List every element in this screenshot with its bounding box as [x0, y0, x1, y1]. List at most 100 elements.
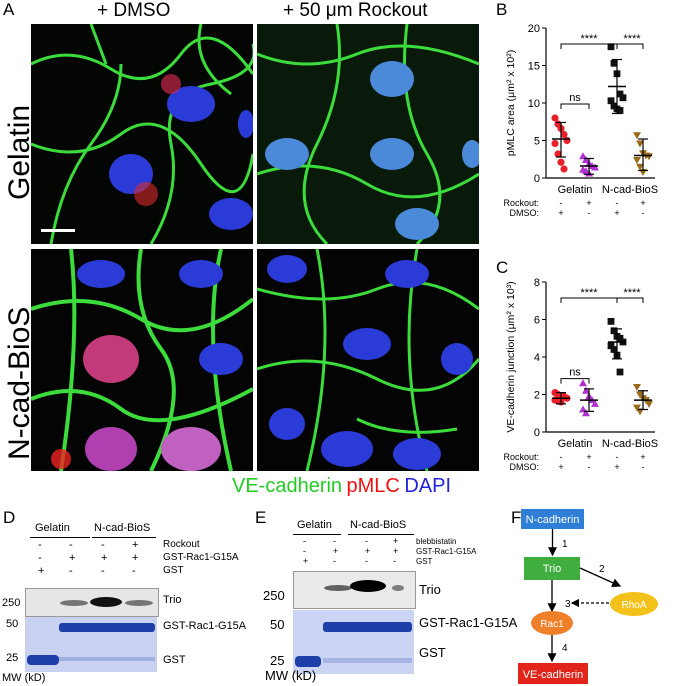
- e-header-gelatin: Gelatin: [297, 519, 332, 531]
- d-row-label-gst-rac: GST-Rac1-G15A: [163, 552, 239, 563]
- e-sign: -: [303, 546, 306, 556]
- d-sign: -: [38, 539, 42, 551]
- arrow-2: [579, 567, 622, 587]
- data-point: [579, 405, 587, 413]
- node-rac1-label: Rac1: [540, 619, 564, 630]
- e-row-label-bleb: blebbistatin: [416, 537, 457, 546]
- legend-ve-cadherin: VE-cadherin: [232, 475, 343, 497]
- e-row-label-gst: GST: [416, 557, 433, 566]
- e-sign: -: [365, 556, 368, 566]
- data-point: [579, 379, 587, 387]
- y-axis-label: VE-cadherin junction (μm² x 10³): [505, 281, 517, 432]
- e-blot-trio: [293, 571, 416, 609]
- node-ncadherin: [521, 509, 584, 529]
- y-tick-label: 0: [534, 427, 540, 439]
- e-band-gst: GST: [419, 645, 446, 660]
- e-mw-25: 25: [270, 653, 285, 668]
- data-point: [560, 130, 568, 139]
- data-point: [557, 158, 565, 166]
- data-point: [636, 140, 644, 148]
- y-tick-label: 2: [534, 390, 540, 402]
- rockout-sign: -: [560, 452, 563, 462]
- micrograph-gelatin-dmso-image: [31, 24, 253, 244]
- d-band-gst: GST: [163, 654, 186, 666]
- panel-letter-b: B: [496, 0, 508, 19]
- d-sign: -: [69, 539, 73, 551]
- chart-ve-cadherin-junction: 0 2 4 6 8 VE-cadherin junction (μm² x 10³) Gel…: [503, 277, 658, 472]
- data-point: [582, 386, 590, 394]
- data-point: [579, 152, 587, 160]
- data-point: [633, 384, 641, 391]
- y-tick-label: 10: [528, 98, 540, 110]
- e-sign: -: [303, 536, 306, 546]
- y-axis-label: pMLC area (μm² x 10²): [505, 50, 517, 156]
- sig-label: ****: [580, 287, 598, 299]
- chart-pmlc-area: 0 5 10 15 20 pMLC area (μm² x 10²) Gelatin N-ca…: [503, 23, 658, 218]
- micrograph-ncad-dmso-image: [31, 249, 253, 471]
- micrograph-ncad-rockout-image: [257, 249, 479, 471]
- e-sign: +: [393, 536, 399, 546]
- e-row-label-gst-rac: GST-Rac1-G15A: [416, 547, 477, 556]
- dmso-sign: -: [588, 462, 591, 472]
- d-blot-coomassie: [25, 617, 157, 672]
- data-point: [636, 408, 644, 416]
- d-sign: +: [101, 552, 108, 564]
- y-tick-label: 4: [534, 352, 540, 364]
- e-mw-250: 250: [263, 588, 285, 603]
- y-tick-label: 6: [534, 315, 540, 327]
- d-row-label-gst: GST: [163, 565, 184, 576]
- pathway-diagram: N-cadherin 1 Trio 2 RhoA 3 Rac1 4 VE-cad…: [518, 509, 658, 684]
- data-point: [636, 391, 644, 399]
- y-tick-label: 0: [534, 173, 540, 185]
- data-point: [582, 409, 590, 417]
- group-label: Gelatin: [558, 438, 593, 450]
- step-4-label: 4: [562, 643, 568, 654]
- dmso-sign: -: [642, 208, 645, 218]
- data-point: [616, 368, 624, 376]
- micrograph-gelatin-rockout-image: [257, 24, 479, 244]
- row-label-dmso: DMSO:: [509, 462, 539, 472]
- e-band-trio: Trio: [419, 582, 441, 597]
- data-point: [645, 400, 653, 408]
- sig-label: ****: [623, 287, 641, 299]
- data-point: [633, 132, 641, 140]
- rockout-sign: +: [586, 198, 591, 208]
- micrograph-gelatin-rockout: [257, 24, 479, 244]
- y-tick-label: 8: [534, 277, 540, 289]
- d-sign: +: [132, 539, 139, 551]
- d-mw-50: 50: [6, 618, 19, 630]
- data-point: [607, 317, 615, 325]
- y-tick-label: 15: [528, 61, 540, 73]
- e-header-gelatin-line: [293, 534, 341, 535]
- d-mw-25: 25: [6, 652, 19, 664]
- data-point: [607, 97, 615, 105]
- col-title-dmso: + DMSO: [97, 0, 171, 21]
- y-tick-label: 20: [528, 23, 540, 35]
- data-point: [607, 43, 615, 51]
- data-point: [551, 114, 559, 122]
- channel-legend: VE-cadherin pMLC DAPI: [232, 475, 451, 498]
- node-trio-label: Trio: [543, 563, 562, 575]
- panel-letter-d: D: [3, 508, 16, 527]
- e-header-ncad-line: [348, 534, 414, 535]
- data-point: [619, 94, 627, 102]
- data-point: [563, 136, 571, 145]
- d-sign: -: [101, 565, 105, 577]
- data-point: [616, 90, 624, 98]
- data-point: [591, 399, 599, 407]
- node-rhoa-label: RhoA: [621, 600, 646, 611]
- micrograph-ncad-rockout: [257, 249, 479, 471]
- e-sign: -: [393, 556, 396, 566]
- node-vecadherin: [518, 663, 588, 684]
- d-band-trio: Trio: [163, 594, 182, 606]
- legend-dapi: DAPI: [404, 475, 452, 497]
- row-label-rockout: Rockout:: [503, 452, 539, 462]
- sig-bracket: [616, 43, 644, 49]
- d-blot-trio-bands: [60, 597, 153, 607]
- rockout-sign: +: [586, 452, 591, 462]
- d-header-ncad: N-cad-BioS: [94, 522, 151, 534]
- data-point: [610, 59, 618, 67]
- row-label-dmso: DMSO:: [509, 208, 539, 218]
- step-2-label: 2: [599, 564, 605, 575]
- d-band-gst-rac: GST-Rac1-G15A: [163, 620, 247, 632]
